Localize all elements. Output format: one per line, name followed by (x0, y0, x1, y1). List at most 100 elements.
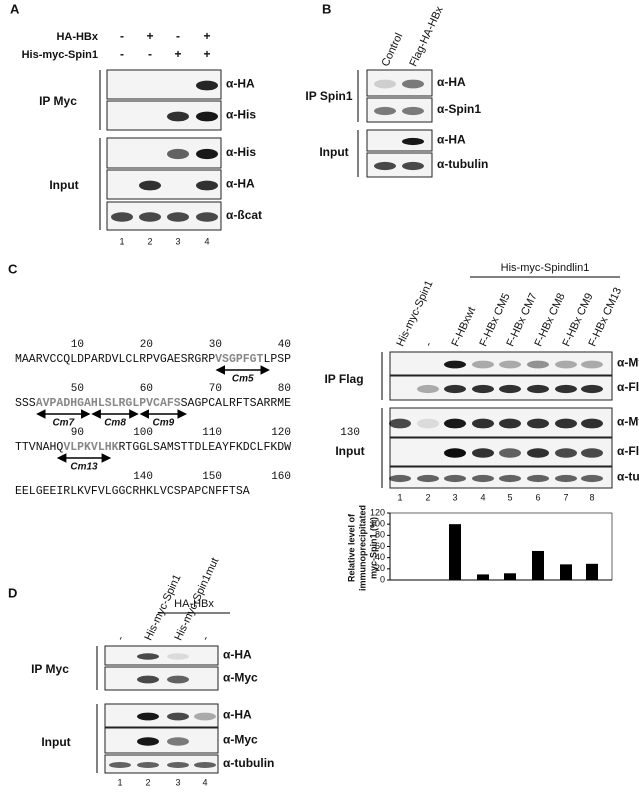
antibody-label: α-His (226, 145, 256, 159)
sequence-segment: SAGPCALRFTSARRME (181, 397, 292, 410)
antibody-label: α-Myc (223, 671, 258, 685)
residue-number: 130 (340, 427, 360, 439)
band (499, 418, 521, 429)
band (374, 79, 396, 89)
lane-number: 3 (175, 236, 180, 246)
band (389, 418, 411, 429)
band (137, 761, 159, 769)
y-tick-label: 80 (375, 530, 385, 540)
band (527, 418, 549, 429)
band (374, 106, 396, 116)
lane-number: 8 (589, 492, 594, 502)
lane-header: Flag-HA-HBx (407, 4, 445, 68)
group-header: HA-HBx (174, 598, 214, 610)
residue-number: 110 (202, 427, 222, 439)
sequence-line: MAARVCCQLDPARDVLCLRPVGAESRGRPVSGPFGTLPSP (15, 353, 291, 366)
group-label: IP Myc (39, 94, 77, 108)
condition-sign: + (146, 29, 153, 43)
band (472, 474, 494, 483)
motif-label: Cm8 (104, 418, 126, 429)
blot (389, 351, 613, 376)
antibody-label: α-His (226, 108, 256, 122)
antibody-label: α-tubulin (437, 157, 488, 171)
motif-label: Cm7 (52, 418, 74, 429)
band (167, 712, 189, 721)
condition-sign: + (174, 47, 181, 61)
band (499, 474, 521, 483)
band (417, 418, 439, 429)
condition-sign: - (176, 29, 180, 43)
lane-number: 1 (119, 236, 124, 246)
band (417, 474, 439, 483)
band (196, 212, 218, 222)
residue-number: 70 (209, 383, 222, 395)
residue-number: 10 (71, 339, 84, 351)
lane-header: - (422, 340, 435, 349)
band (527, 384, 549, 394)
band (472, 418, 494, 429)
band (196, 80, 218, 91)
band (444, 360, 466, 369)
lane-number: 2 (425, 492, 430, 502)
residue-number: 30 (209, 339, 222, 351)
plot-frame (389, 512, 613, 581)
motif-label: Cm13 (70, 462, 98, 473)
band (137, 712, 159, 721)
antibody-label: α-HA (226, 77, 255, 91)
band (167, 212, 189, 222)
band (389, 474, 411, 483)
band (402, 106, 424, 116)
group-label: Input (41, 735, 70, 749)
residue-number: 40 (278, 339, 291, 351)
bar (586, 563, 598, 580)
band (472, 384, 494, 394)
bar (449, 524, 461, 580)
group-header: His-myc-Spindlin1 (501, 262, 590, 274)
residue-number: 90 (71, 427, 84, 439)
sequence-line: EELGEEIRLKVFVLGGCRHKLVCSPAPCNFFTSA (15, 485, 250, 498)
condition-sign: + (203, 47, 210, 61)
band (417, 384, 439, 394)
antibody-label: α-ßcat (226, 208, 262, 222)
lane-number: 3 (452, 492, 457, 502)
band (139, 212, 161, 222)
y-axis-label: immunoprecipitated (357, 505, 367, 591)
residue-number: 60 (140, 383, 153, 395)
sequence-segment: VLPKVLHK (63, 441, 118, 454)
band (402, 137, 424, 146)
band (194, 761, 216, 769)
sequence-segment: TTVNAHQ (15, 441, 63, 454)
y-axis-label: myc-Spin1 (%) (368, 517, 378, 579)
band (499, 360, 521, 369)
residue-number: 80 (278, 383, 291, 395)
sequence-segment: EELGEEIRLKVFVLGGCRHKLVCSPAPCNFFTSA (15, 485, 250, 498)
sequence-segment: LPSP (263, 353, 291, 366)
band (137, 653, 159, 660)
band (374, 161, 396, 171)
lane-number: 1 (117, 777, 122, 787)
y-tick-label: 20 (375, 563, 385, 573)
band (555, 418, 577, 429)
band (472, 448, 494, 458)
band (109, 761, 131, 769)
sequence-segment: MAARVCCQLDPARDVLCLRPVGAESRGRP (15, 353, 215, 366)
panel-letter: A (10, 1, 20, 16)
lane-header: His-myc-Spin1 (394, 279, 435, 349)
band (167, 761, 189, 769)
antibody-label: α-Myc (617, 415, 639, 429)
residue-number: 50 (71, 383, 84, 395)
band (137, 675, 159, 684)
residue-number: 120 (271, 427, 291, 439)
group-label: IP Myc (31, 662, 69, 676)
band (194, 712, 216, 721)
band (555, 360, 577, 369)
blot (104, 645, 219, 666)
lane-number: 4 (202, 777, 207, 787)
lane-number: 1 (397, 492, 402, 502)
antibody-label: α-Flag (617, 380, 639, 394)
lane-header: F-HBxwt (449, 305, 478, 348)
lane-number: 6 (535, 492, 540, 502)
residue-number: 140 (133, 471, 153, 483)
condition-sign: - (148, 47, 152, 61)
